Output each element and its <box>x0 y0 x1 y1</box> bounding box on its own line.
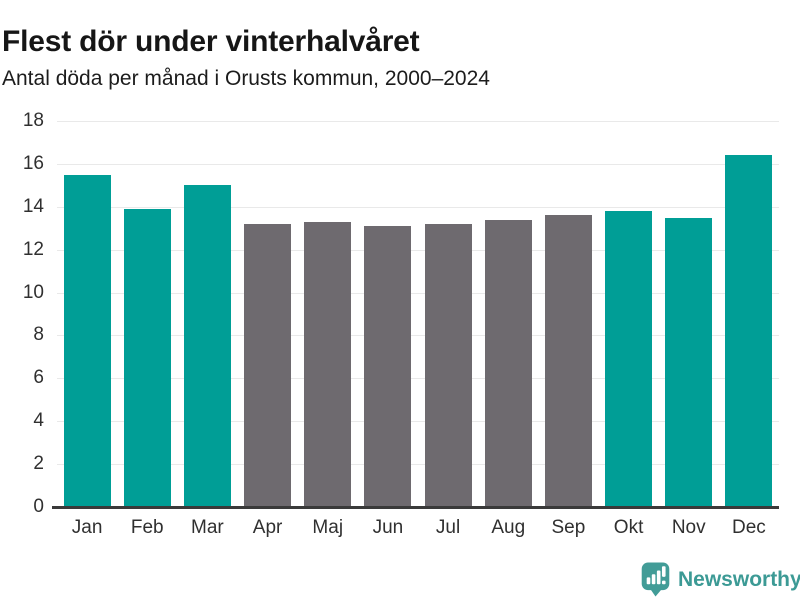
x-tick-label-nov: Nov <box>671 517 706 538</box>
bar-apr <box>244 223 292 507</box>
x-tick-label-jul: Jul <box>435 517 461 538</box>
x-tick-label-dec: Dec <box>732 517 766 538</box>
y-tick-label-18: 18 <box>22 110 44 131</box>
y-tick-label-4: 4 <box>33 410 44 432</box>
y-tick-label-10: 10 <box>22 281 44 303</box>
x-tick-label-apr: Apr <box>252 517 283 538</box>
y-tick-label-16: 16 <box>22 152 44 174</box>
chart-title: Flest dör under vinterhalvåret <box>2 25 420 59</box>
plot-area <box>57 121 779 507</box>
bar-dec <box>725 155 773 507</box>
x-tick-label-maj: Maj <box>312 517 344 538</box>
gridline-16 <box>57 163 779 165</box>
y-tick-label-8: 8 <box>33 324 44 346</box>
x-tick-label-okt: Okt <box>613 517 644 538</box>
bar-nov <box>665 217 713 507</box>
bar-jun <box>364 226 412 507</box>
y-tick-label-0: 0 <box>33 496 44 517</box>
bar-okt <box>605 211 653 507</box>
chart-subtitle: Antal döda per månad i Orusts kommun, 20… <box>2 67 490 90</box>
gridline-10 <box>57 292 779 294</box>
x-tick-label-sep: Sep <box>551 517 586 538</box>
y-tick-label-14: 14 <box>22 195 44 217</box>
bar-jan <box>63 174 111 507</box>
gridline-2 <box>57 464 779 466</box>
x-axis-line <box>52 506 779 509</box>
gridline-12 <box>57 249 779 251</box>
x-tick-label-mar: Mar <box>191 517 224 538</box>
x-tick-label-feb: Feb <box>130 517 164 538</box>
brand-name: Newsworthy <box>678 567 800 591</box>
bar-mar <box>183 185 231 507</box>
gridline-8 <box>57 335 779 337</box>
gridline-18 <box>57 121 779 122</box>
bar-aug <box>484 219 532 507</box>
gridline-4 <box>57 421 779 423</box>
brand-footer: Newsworthy <box>641 562 800 597</box>
y-tick-label-2: 2 <box>33 453 44 475</box>
gridline-6 <box>57 378 779 380</box>
bar-maj <box>304 221 352 507</box>
gridline-14 <box>57 206 779 208</box>
bar-jul <box>424 223 472 507</box>
y-tick-label-6: 6 <box>33 367 44 389</box>
x-tick-label-aug: Aug <box>491 517 526 538</box>
newsworthy-logo-icon <box>641 562 670 597</box>
bar-sep <box>544 215 592 507</box>
y-tick-label-12: 12 <box>22 238 44 260</box>
bar-feb <box>123 208 171 507</box>
x-tick-label-jan: Jan <box>71 517 103 538</box>
x-tick-label-jun: Jun <box>372 517 404 538</box>
